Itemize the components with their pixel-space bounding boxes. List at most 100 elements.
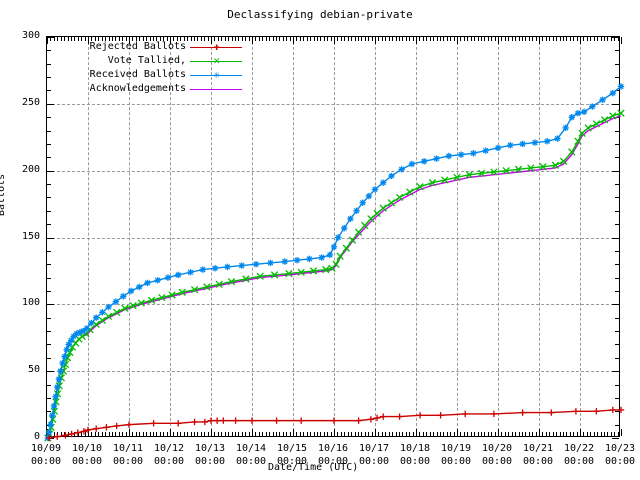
x-tick-minor [320,37,322,41]
x-tick-minor [146,37,148,41]
legend-label: Rejected Ballots [89,41,186,52]
x-tick-minor [132,37,134,41]
x-tick-major [416,37,417,44]
y-tick-label: 200 [21,163,40,175]
x-tick-label-time: 00:00 [153,456,185,467]
y-tick-minor [615,77,619,79]
x-tick-minor [351,432,353,436]
legend-item[interactable]: Acknowledgements [52,82,242,96]
x-tick-minor [139,432,141,436]
x-tick-minor [272,37,274,41]
x-tick-minor [231,37,233,41]
y-tick-minor [47,130,51,132]
x-tick-minor [504,432,506,436]
x-tick-minor [228,432,230,436]
x-tick-major [539,37,540,44]
x-tick-minor [327,37,329,41]
x-tick-minor [487,37,489,41]
x-tick-minor [470,432,472,436]
y-tick-label: 300 [21,30,40,41]
x-tick-minor [484,432,486,436]
x-tick-minor [361,432,363,436]
x-tick-minor [610,37,612,41]
y-tick-minor [615,331,619,333]
x-tick-minor [590,37,592,41]
x-axis-title: Date/Time (UTC) [268,462,359,473]
x-tick-minor [64,37,66,41]
y-tick-minor [615,277,619,279]
x-tick-minor [610,432,612,436]
x-tick-minor [81,37,83,41]
y-tick-major [47,237,54,239]
x-tick-major [334,37,335,44]
x-tick-minor [327,432,329,436]
x-tick-minor [426,432,428,436]
x-tick-minor [163,432,165,436]
legend-label: Received Ballots [89,69,186,80]
x-tick-minor [173,432,175,436]
x-tick-minor [508,37,510,41]
x-tick-minor [436,432,438,436]
x-tick-minor [409,432,411,436]
x-tick-minor [371,432,373,436]
x-tick-label-time: 00:00 [604,456,636,467]
y-tick-minor [47,224,51,226]
x-tick-minor [439,37,441,41]
y-tick-major [612,103,619,105]
series-markers [44,109,625,442]
x-tick-minor [344,432,346,436]
x-tick-major [170,37,171,44]
legend-item[interactable]: Vote Tallied, ✕ [52,54,242,68]
x-tick-minor [593,432,595,436]
x-tick-minor [487,432,489,436]
x-tick-label-time: 00:00 [522,456,554,467]
x-tick-minor [545,37,547,41]
x-tick-minor [446,432,448,436]
x-tick-minor [299,37,301,41]
x-tick-minor [357,37,359,41]
x-tick-minor [474,37,476,41]
x-tick-minor [381,432,383,436]
plot-area [44,36,625,442]
x-tick-minor [426,37,428,41]
x-tick-minor [566,432,568,436]
x-tick-minor [299,432,301,436]
gridline-vertical [252,37,253,436]
y-tick-label: 250 [21,96,40,108]
gridline-vertical [580,37,581,436]
y-tick-label: 100 [21,297,40,309]
x-tick-minor [422,432,424,436]
x-tick-minor [566,37,568,41]
x-tick-minor [183,432,185,436]
x-tick-minor [573,432,575,436]
x-tick-minor [115,37,117,41]
x-tick-minor [122,37,124,41]
x-tick-minor [600,432,602,436]
y-tick-minor [615,411,619,413]
x-tick-minor [405,37,407,41]
x-tick-minor [204,37,206,41]
x-tick-minor [57,37,59,41]
x-tick-minor [146,432,148,436]
x-tick-minor [385,432,387,436]
series-line [47,115,622,439]
x-tick-minor [296,37,298,41]
x-tick-major [211,429,212,436]
y-tick-major [612,371,619,373]
x-tick-minor [347,37,349,41]
legend-item[interactable]: Rejected Ballots ✚ [52,40,242,54]
y-tick-major [612,37,619,38]
y-tick-minor [615,197,619,199]
x-tick-minor [443,37,445,41]
x-tick-minor [559,432,561,436]
chart-legend: Rejected Ballots ✚ Vote Tallied, ✕ Received … [52,40,242,96]
y-tick-minor [47,50,51,52]
x-tick-minor [217,432,219,436]
x-tick-minor [453,37,455,41]
x-tick-minor [91,37,93,41]
x-tick-minor [357,432,359,436]
x-tick-minor [248,432,250,436]
gridline-vertical [293,37,294,436]
legend-item[interactable]: Received Ballots ✳ [52,68,242,82]
x-tick-minor [132,432,134,436]
